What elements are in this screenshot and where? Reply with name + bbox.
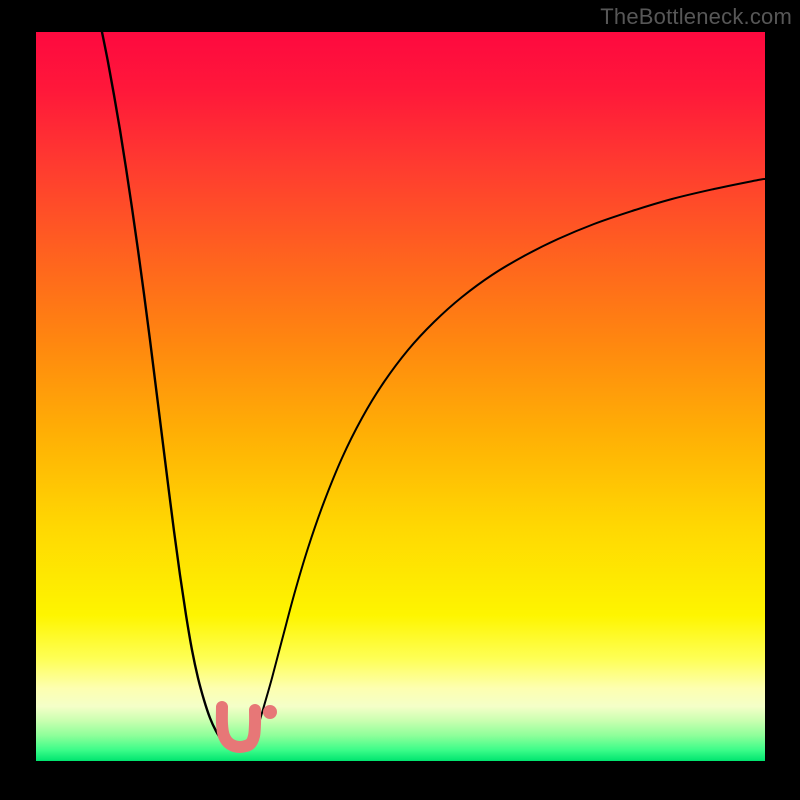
trough-marker-dot — [263, 705, 277, 719]
chart-svg — [0, 0, 800, 800]
chart-stage: TheBottleneck.com — [0, 0, 800, 800]
watermark-text: TheBottleneck.com — [600, 4, 792, 30]
plot-area — [36, 32, 765, 761]
